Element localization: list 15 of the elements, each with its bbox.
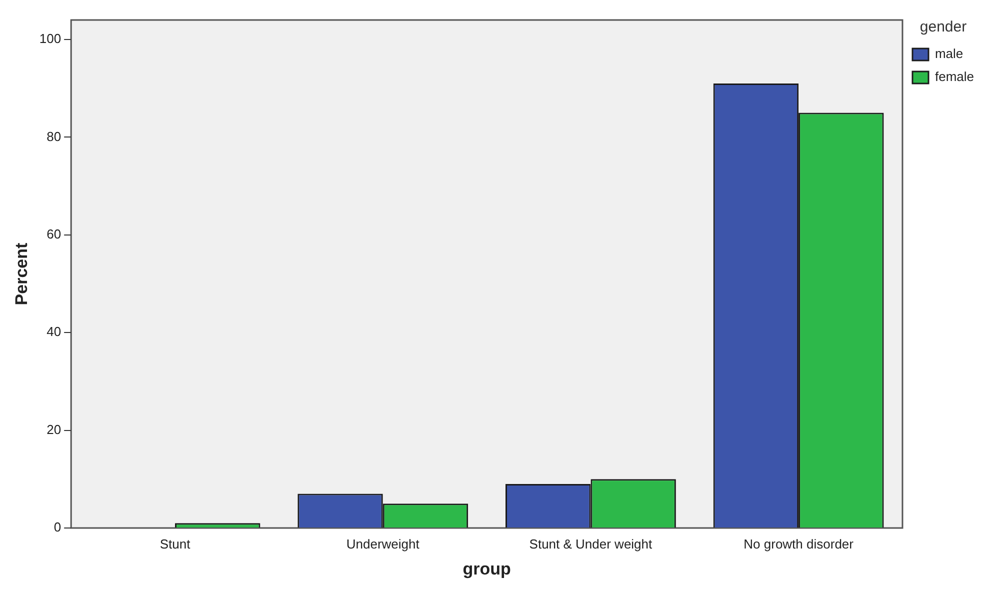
x-axis-title: group	[462, 559, 511, 578]
y-tick-label: 0	[54, 520, 62, 535]
legend-label: female	[934, 69, 974, 84]
legend-label: male	[934, 46, 964, 62]
x-tick-label: Stunt & Under weight	[529, 536, 653, 552]
y-tick-label: 60	[46, 226, 62, 242]
y-tick-label: 100	[39, 31, 62, 46]
x-tick-label: Stunt	[160, 536, 191, 552]
y-tick-label: 20	[46, 422, 62, 437]
x-tick-label: Underweight	[346, 536, 420, 552]
y-axis-title: Percent	[12, 242, 31, 306]
x-tick-label: No growth disorder	[744, 536, 854, 552]
legend-title: gender	[920, 18, 967, 36]
y-tick-label: 40	[46, 324, 62, 340]
y-tick-label: 80	[46, 128, 62, 144]
